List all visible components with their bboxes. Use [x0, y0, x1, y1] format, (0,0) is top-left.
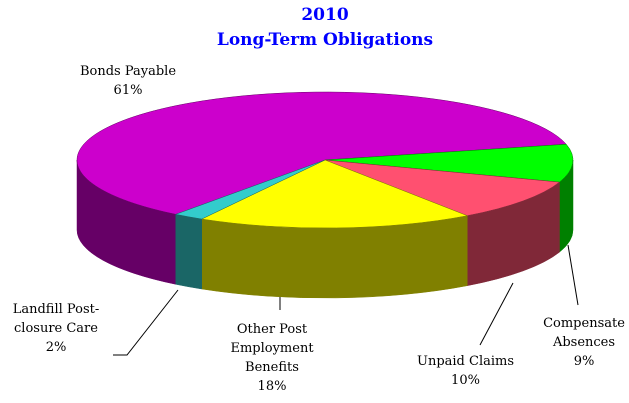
- sides: [76, 159, 574, 299]
- slice-label: Bonds Payable 61%: [73, 62, 183, 100]
- leader-line: [479, 282, 514, 346]
- category-name: Compensate Absences: [543, 316, 625, 350]
- category-name: Other Post Employment Benefits: [230, 322, 314, 375]
- slice: [200, 159, 469, 229]
- value-label: 2%: [45, 340, 67, 355]
- value-label: 18%: [257, 379, 287, 394]
- leader-line: [567, 244, 579, 306]
- tops: [76, 91, 574, 229]
- slice-label: Landfill Post-closure Care 2%: [0, 300, 112, 357]
- slice-label: Other Post Employment Benefits 18%: [222, 320, 322, 396]
- category-name: Landfill Post-closure Care: [12, 302, 100, 336]
- value-label: 61%: [113, 83, 143, 98]
- leader-line: [113, 289, 179, 356]
- slice: [76, 91, 567, 215]
- value-label: 10%: [451, 373, 480, 388]
- slice-side: [175, 214, 202, 290]
- category-name: Bonds Payable: [79, 64, 177, 79]
- slice: [174, 159, 326, 220]
- category-name: Unpaid Claims: [416, 354, 515, 369]
- slice-label: Compensate Absences 9%: [541, 314, 627, 371]
- chart-title: 2010: [301, 5, 348, 25]
- chart-subtitle: Long-Term Obligations: [217, 30, 433, 50]
- slice: [324, 143, 574, 183]
- value-label: 9%: [573, 354, 595, 369]
- slice-label: Unpaid Claims 10%: [408, 352, 523, 390]
- slice: [324, 159, 561, 216]
